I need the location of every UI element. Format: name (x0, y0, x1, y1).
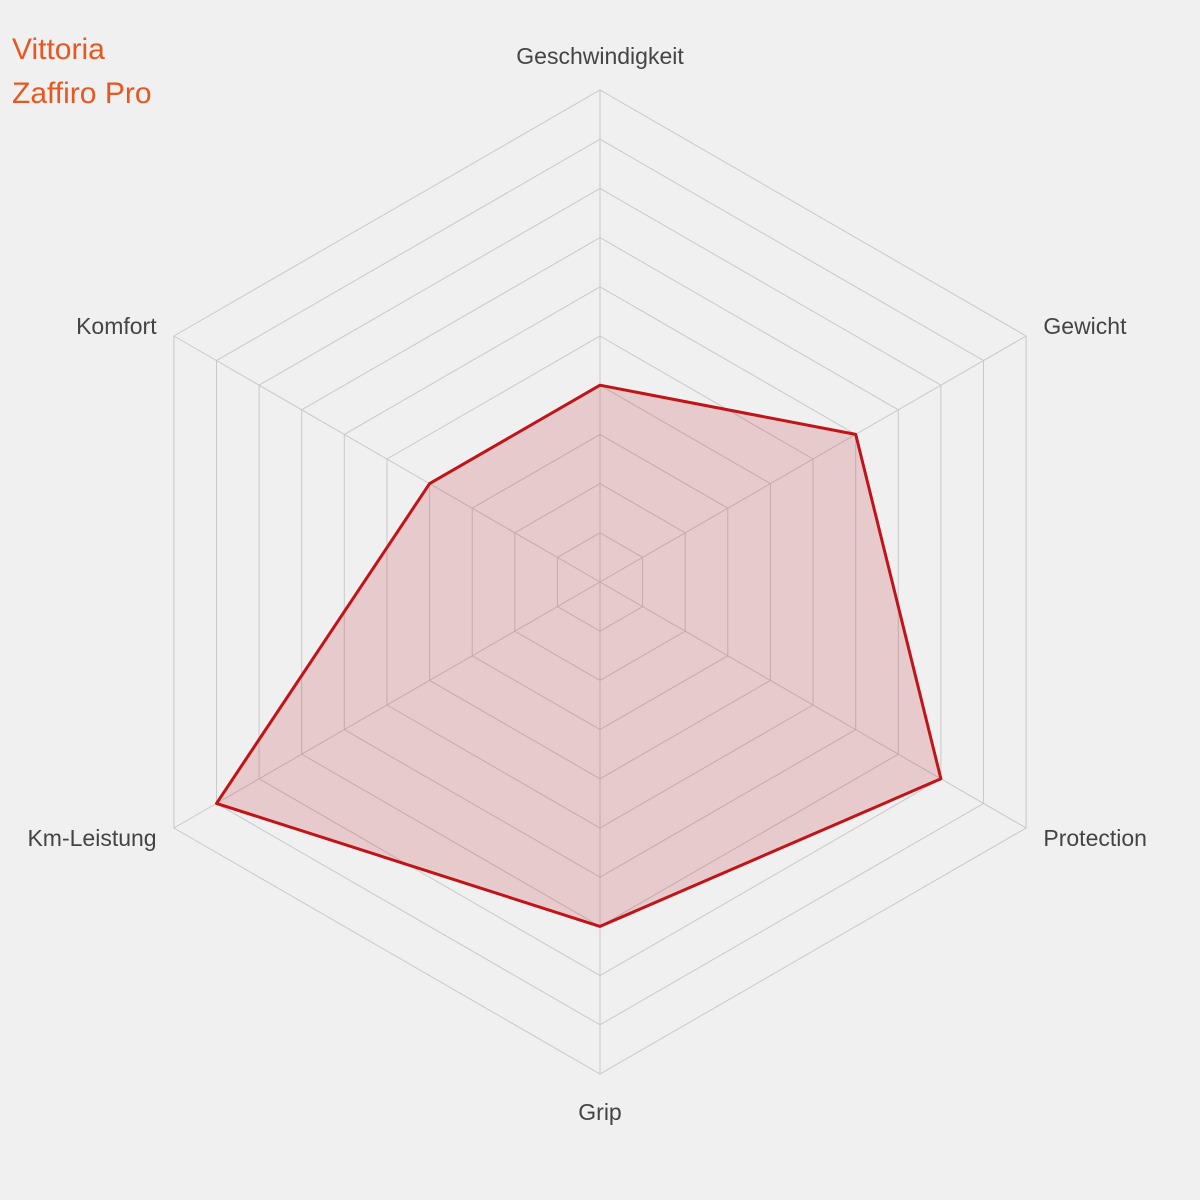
axis-label-komfort: Komfort (76, 313, 157, 339)
grid-spoke (599, 581, 1027, 829)
axis-label-protection: Protection (1043, 825, 1147, 851)
grid-spoke (599, 335, 1027, 583)
chart-title-line2: Zaffiro Pro (12, 76, 152, 110)
axis-label-grip: Grip (578, 1099, 621, 1125)
axis-label-geschwindigkeit: Geschwindigkeit (516, 43, 684, 69)
chart-title: Vittoria Zaffiro Pro (12, 28, 152, 115)
axis-label-gewicht: Gewicht (1043, 313, 1127, 339)
grid-spoke (173, 581, 601, 829)
chart-title-line1: Vittoria (12, 33, 105, 66)
series-polygon (215, 383, 943, 928)
grid-spoke (173, 335, 601, 583)
axis-label-km-leistung: Km-Leistung (27, 825, 156, 851)
